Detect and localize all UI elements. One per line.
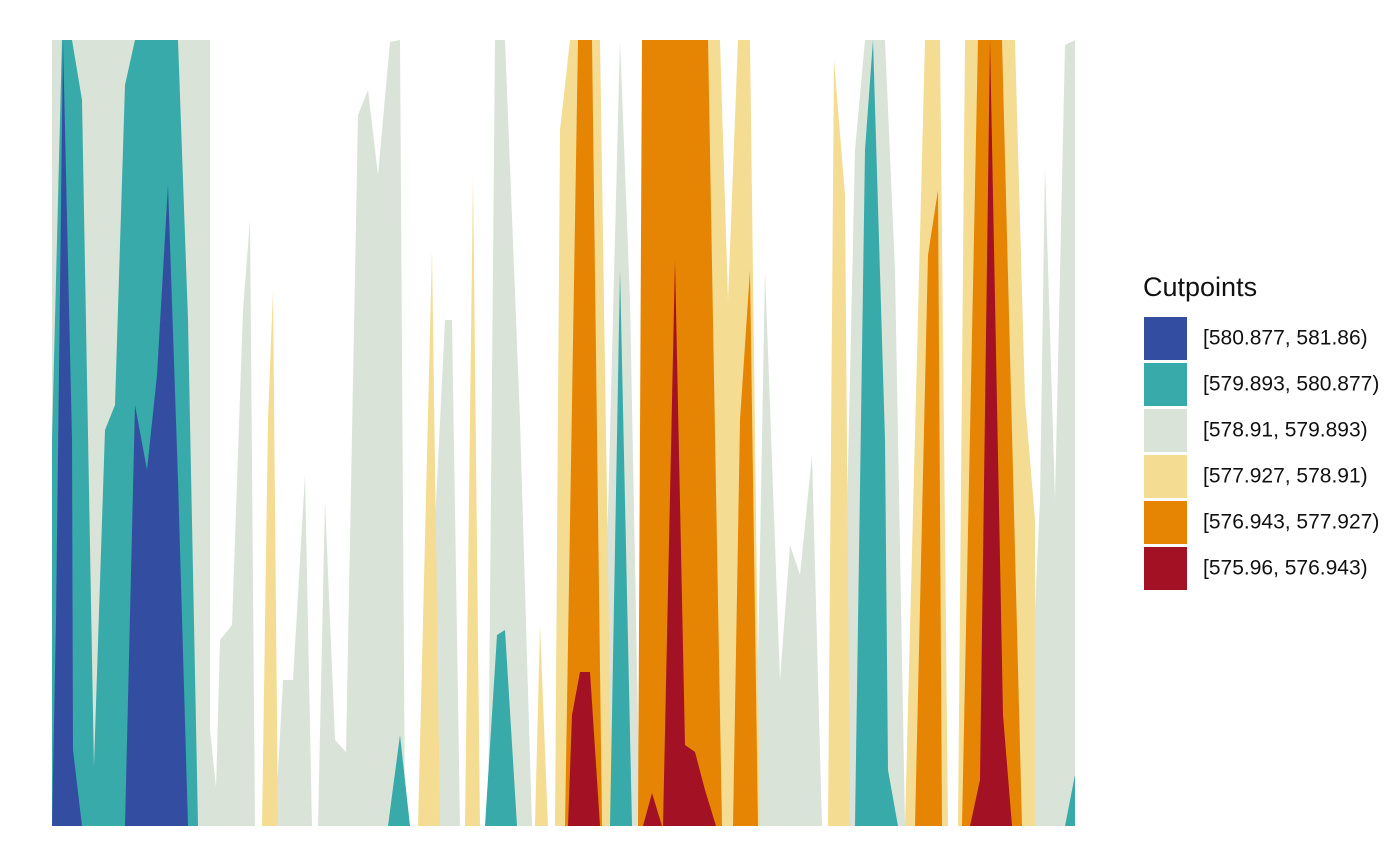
contour-band [610,270,632,826]
legend-swatch [1144,317,1187,360]
legend-swatch [1144,409,1187,452]
contour-band [915,190,942,826]
legend-label: [577.927, 578.91) [1203,465,1368,488]
contour-band [828,60,850,826]
contour-band [535,625,548,826]
contour-band [643,793,662,826]
contour-band [52,40,82,826]
contour-band [418,250,440,826]
contour-band [663,260,716,826]
contour-band [275,475,312,826]
legend-label: [580.877, 581.86) [1203,327,1368,350]
legend-label: [576.943, 577.927) [1203,511,1379,534]
legend-label: [575.96, 576.943) [1203,557,1368,580]
contour-band [755,270,822,826]
contour-band [1025,40,1075,826]
contour-band [388,735,410,826]
contour-band [488,40,532,826]
legend-swatch [1144,363,1187,406]
contour-band [970,40,1012,826]
contour-band [733,270,758,826]
contour-band [125,185,188,826]
legend-swatch [1144,547,1187,590]
contour-band [215,220,255,826]
contour-band [568,672,600,826]
contour-band [638,40,722,826]
legend-swatch [1144,501,1187,544]
contour-band [465,175,480,826]
plot-area [52,40,1075,826]
contour-band [565,40,602,826]
legend-label: [578.91, 579.893) [1203,419,1368,442]
contour-band [262,290,278,826]
legend-label: [579.893, 580.877) [1203,373,1379,396]
contour-band [1065,775,1075,826]
legend-swatch [1144,455,1187,498]
contour-band [485,630,517,826]
contour-band [855,40,898,826]
contour-band [318,40,405,826]
legend-title: Cutpoints [1143,272,1257,302]
